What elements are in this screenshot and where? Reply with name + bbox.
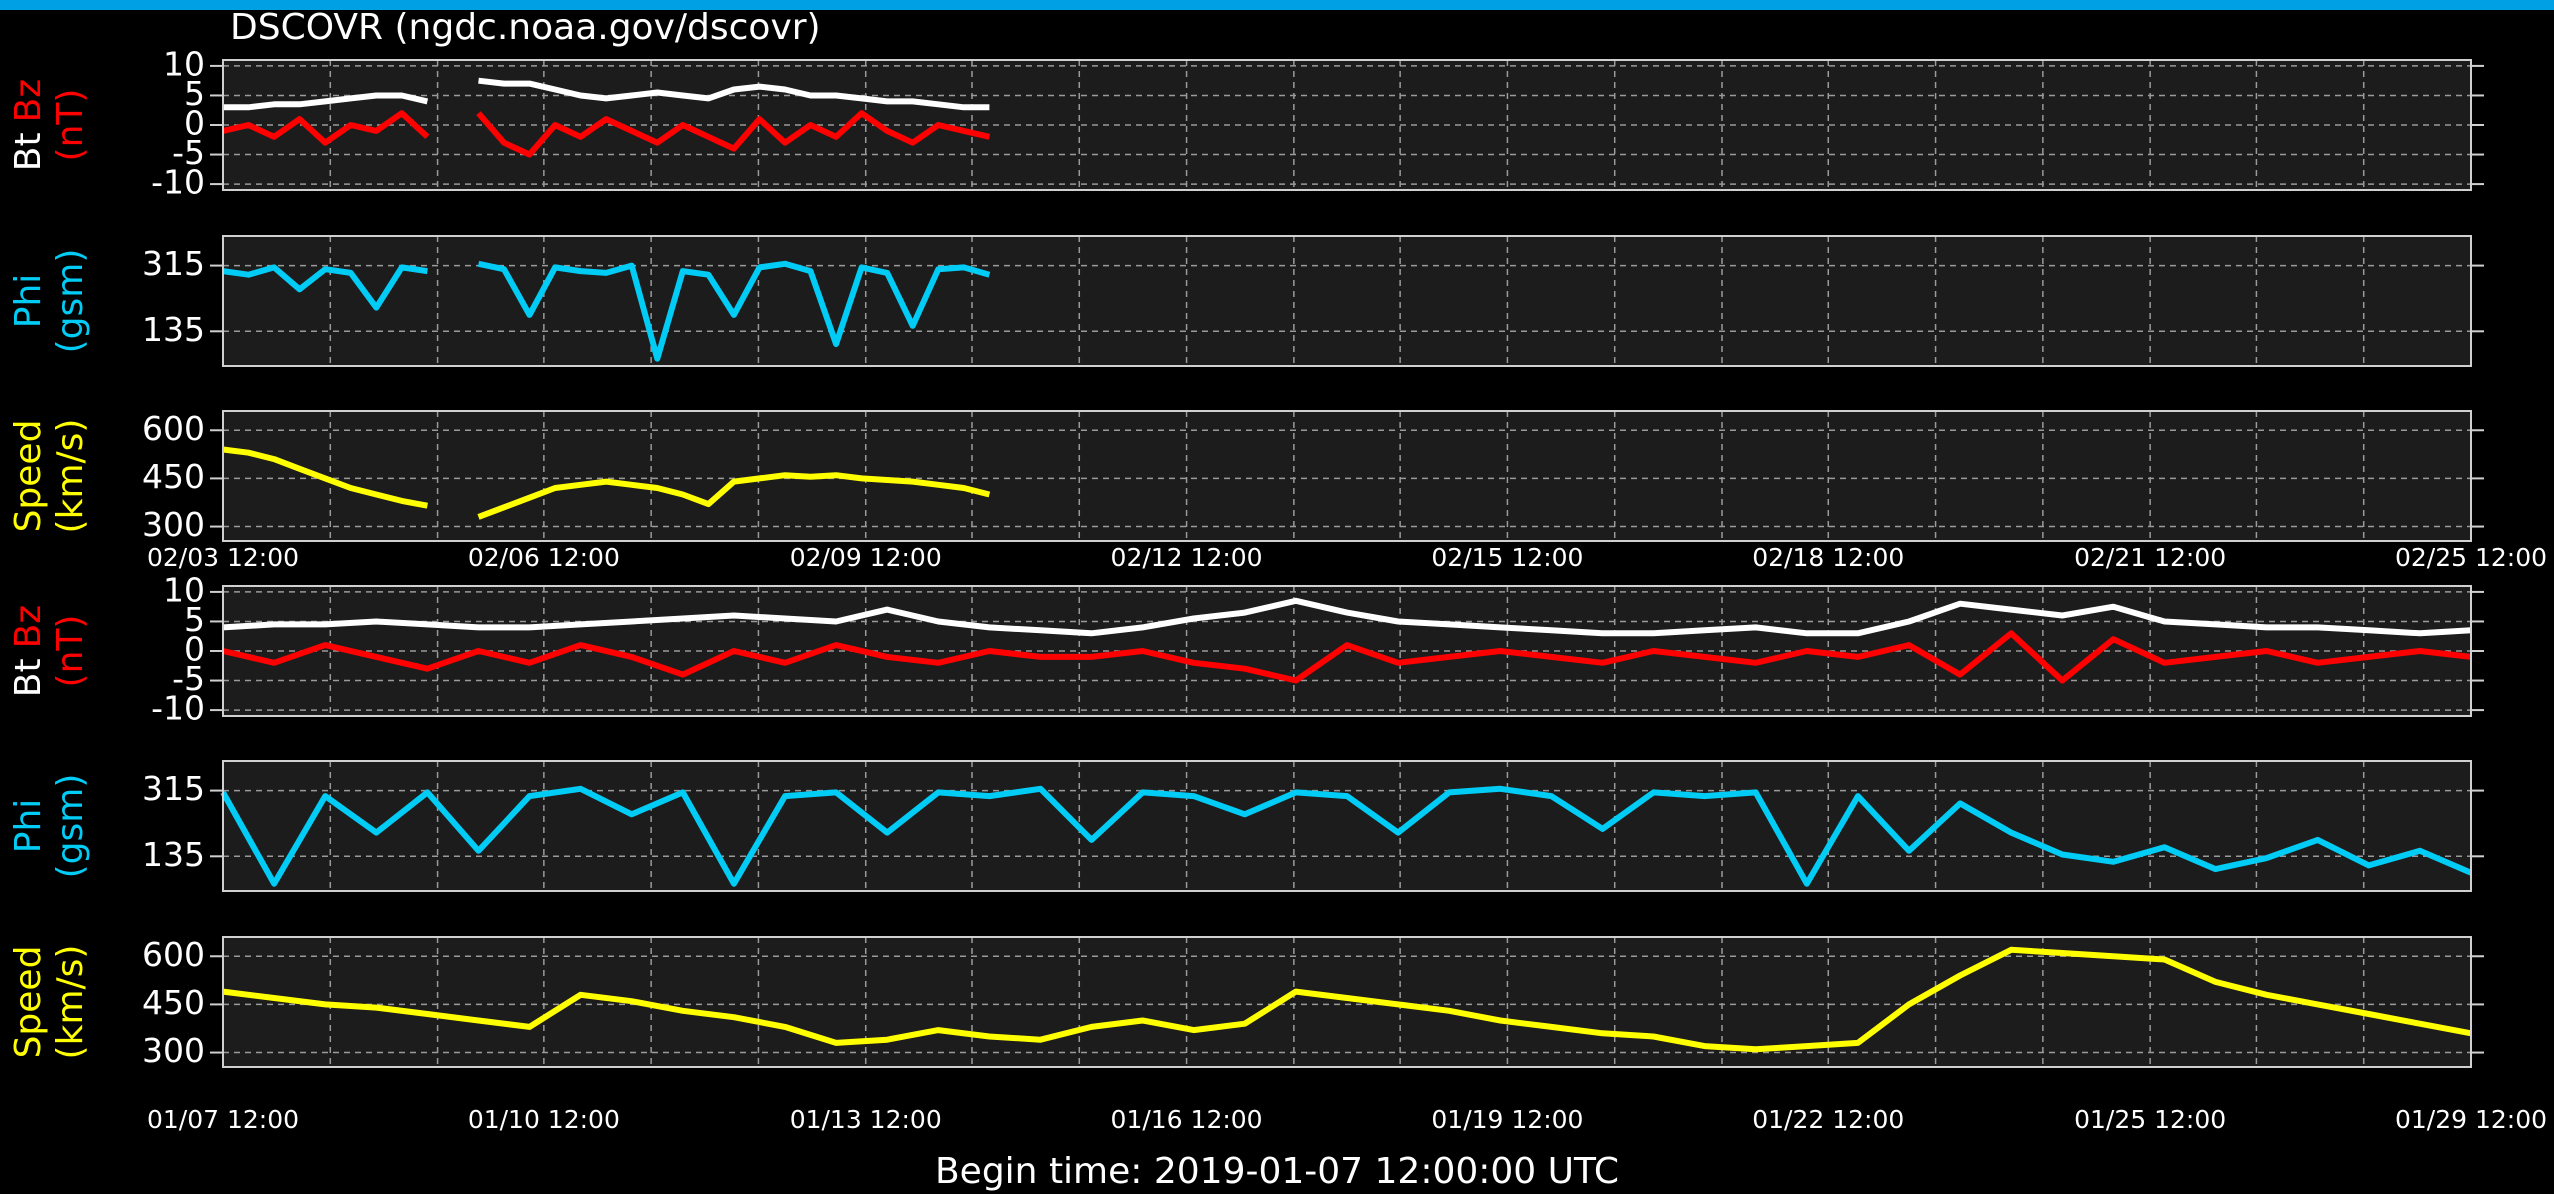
panel-frame	[222, 59, 2472, 191]
y-tick-label: 315	[142, 769, 205, 808]
panel-background	[223, 411, 2471, 541]
x-tick-label: 01/25 12:00	[2074, 1105, 2226, 1134]
footer: Begin time: 2019-01-07 12:00:00 UTC	[935, 1151, 1619, 1192]
y-tick-label: 135	[142, 310, 205, 349]
y-tick-label: 0	[184, 630, 205, 669]
y-tick-label: 600	[142, 409, 205, 448]
y-tick-label: -5	[172, 659, 205, 698]
y-axis-label: Bt Bz	[8, 605, 49, 697]
y-axis-label-part: Phi	[8, 799, 49, 854]
y-axis-label: Phi	[8, 799, 49, 854]
x-tick-label: 01/22 12:00	[1752, 1105, 1904, 1134]
y-axis-label: Phi	[8, 274, 49, 329]
y-tick-label: 315	[142, 244, 205, 283]
y-axis-label-part: (nT)	[50, 615, 91, 688]
series-line	[222, 946, 2472, 1053]
y-axis-label-part: Phi	[8, 274, 49, 329]
y-tick-label: 300	[142, 505, 205, 544]
chart-title: DSCOVR (ngdc.noaa.gov/dscovr)	[230, 7, 821, 48]
panel-frame	[222, 410, 2472, 542]
panel-background	[223, 236, 2471, 366]
series-line	[220, 785, 2473, 887]
series-line	[222, 446, 991, 520]
series-line	[222, 630, 2472, 684]
y-axis-label-part: Speed	[8, 946, 49, 1059]
y-axis-label: Bt Bz	[8, 79, 49, 171]
x-tick-label: 01/13 12:00	[790, 1105, 942, 1134]
y-axis-label: (nT)	[50, 89, 91, 162]
y-tick-label: 5	[184, 600, 205, 639]
y-tick-label: 0	[184, 104, 205, 143]
y-tick-label: 10	[163, 570, 205, 609]
x-tick-label: 02/09 12:00	[790, 543, 942, 572]
x-tick-label: 02/25 12:00	[2395, 543, 2547, 572]
panel-frame	[222, 936, 2472, 1068]
panel-background	[223, 937, 2471, 1067]
series-line	[222, 597, 2472, 637]
x-tick-label: 02/18 12:00	[1752, 543, 1904, 572]
y-tick-label: -5	[172, 133, 205, 172]
y-tick-label: 600	[142, 935, 205, 974]
y-tick-label: 135	[142, 835, 205, 874]
x-tick-label: 01/07 12:00	[147, 1105, 299, 1134]
y-axis-label-part: Bt	[8, 132, 49, 171]
y-axis-label-part: (nT)	[50, 89, 91, 162]
top-bar	[0, 0, 2554, 10]
y-tick-label: 450	[142, 457, 205, 496]
panel-background	[223, 761, 2471, 891]
y-axis-label: (gsm)	[50, 774, 91, 879]
y-tick-label: 300	[142, 1031, 205, 1070]
x-tick-label: 02/12 12:00	[1111, 543, 1263, 572]
y-axis-label-part: Bz	[8, 79, 49, 123]
y-axis-label-part: (gsm)	[50, 249, 91, 354]
y-axis-label: Speed	[8, 946, 49, 1059]
panel-frame	[222, 585, 2472, 717]
x-tick-label: 02/06 12:00	[468, 543, 620, 572]
y-axis-label: (km/s)	[50, 419, 91, 534]
x-tick-label: 02/21 12:00	[2074, 543, 2226, 572]
y-axis-label-part: Bt	[8, 658, 49, 697]
y-tick-label: -10	[151, 163, 205, 202]
y-axis-label: (km/s)	[50, 945, 91, 1060]
panel-frame	[222, 760, 2472, 892]
x-tick-label: 01/16 12:00	[1111, 1105, 1263, 1134]
y-axis-label-part: (km/s)	[50, 945, 91, 1060]
y-axis-label: (nT)	[50, 615, 91, 688]
panel-frame	[222, 235, 2472, 367]
series-line	[222, 260, 991, 362]
x-tick-label: 01/10 12:00	[468, 1105, 620, 1134]
x-tick-label: 01/29 12:00	[2395, 1105, 2547, 1134]
y-axis-label-part: (gsm)	[50, 774, 91, 879]
x-tick-label: 02/15 12:00	[1431, 543, 1583, 572]
series-line	[222, 110, 991, 158]
y-tick-label: 5	[184, 74, 205, 113]
y-tick-label: 450	[142, 983, 205, 1022]
y-axis-label-part: Speed	[8, 420, 49, 533]
y-axis-label-part: (km/s)	[50, 419, 91, 534]
y-tick-label: -10	[151, 689, 205, 728]
x-tick-label: 01/19 12:00	[1431, 1105, 1583, 1134]
y-axis-label: (gsm)	[50, 249, 91, 354]
y-tick-label: 10	[163, 44, 205, 83]
x-tick-label: 02/03 12:00	[147, 543, 299, 572]
y-axis-label: Speed	[8, 420, 49, 533]
y-axis-label-part: Bz	[8, 605, 49, 649]
series-line	[223, 77, 990, 111]
